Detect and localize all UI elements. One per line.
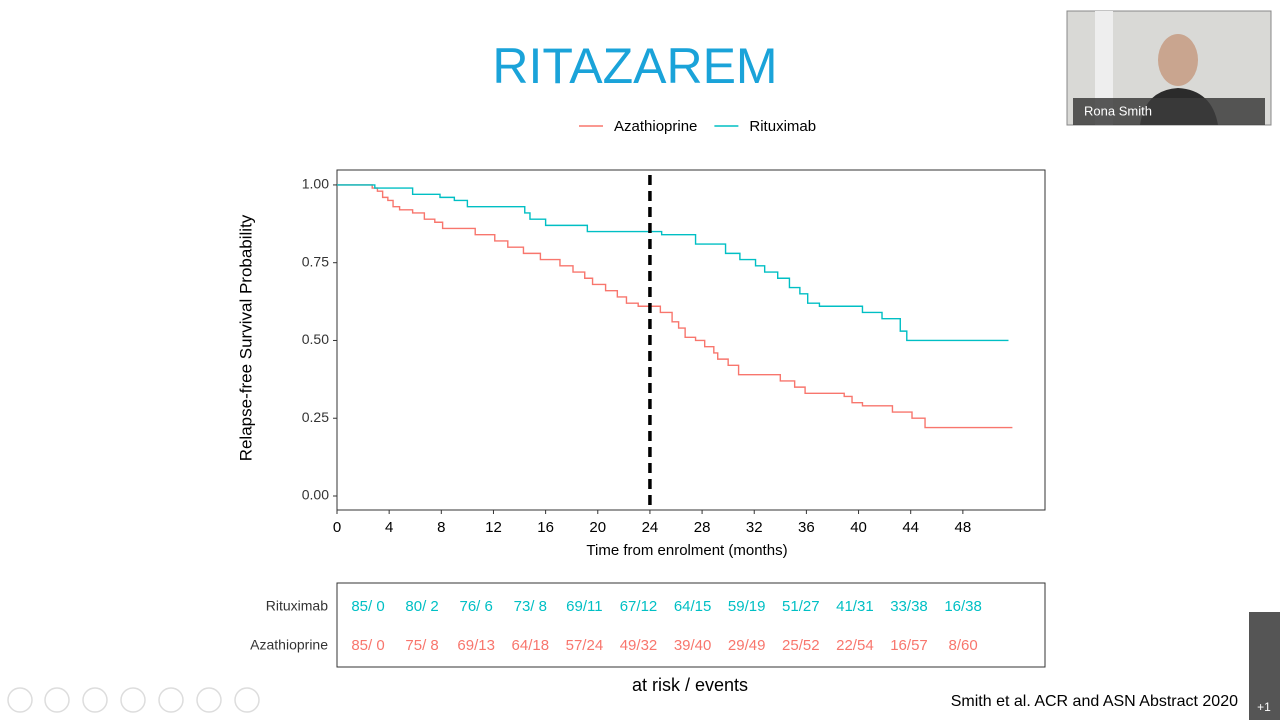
- risk-row-name: Rituximab: [266, 598, 328, 614]
- survival-curve: [337, 184, 1013, 429]
- x-tick-label: 4: [385, 519, 393, 536]
- legend-label: Rituximab: [749, 118, 816, 135]
- risk-cell: 73/ 8: [514, 598, 547, 615]
- badge: +1: [1257, 700, 1271, 714]
- video-bg: [1095, 11, 1113, 125]
- risk-cell: 76/ 6: [460, 598, 493, 615]
- risk-cell: 69/13: [457, 637, 495, 654]
- risk-cell: 57/24: [566, 637, 604, 654]
- chart-title: RITAZAREM: [492, 38, 777, 94]
- risk-cell: 49/32: [620, 637, 658, 654]
- risk-cell: 67/12: [620, 598, 658, 615]
- zoom-button[interactable]: [158, 687, 184, 713]
- x-tick-label: 32: [746, 519, 763, 536]
- x-tick-label: 0: [333, 519, 341, 536]
- risk-cell: 85/ 0: [351, 637, 384, 654]
- risk-cell: 22/54: [836, 637, 874, 654]
- citation: Smith et al. ACR and ASN Abstract 2020: [951, 693, 1238, 710]
- video-face: [1158, 34, 1198, 86]
- risk-table-caption: at risk / events: [632, 675, 748, 695]
- risk-table-frame: [336, 582, 1046, 668]
- next-button[interactable]: [44, 687, 70, 713]
- x-tick-label: 16: [537, 519, 554, 536]
- x-tick-label: 28: [694, 519, 711, 536]
- risk-cell: 64/15: [674, 598, 712, 615]
- y-tick-label: 0.25: [302, 409, 329, 425]
- y-tick-label: 0.75: [302, 253, 329, 269]
- risk-cell: 25/52: [782, 637, 820, 654]
- subtitle-button[interactable]: [196, 687, 222, 713]
- x-tick-label: 44: [902, 519, 919, 536]
- x-axis-label: Time from enrolment (months): [586, 542, 787, 559]
- risk-cell: 51/27: [782, 598, 820, 615]
- risk-cell: 59/19: [728, 598, 766, 615]
- name-bar: [1073, 98, 1265, 125]
- risk-cell: 69/11: [566, 598, 602, 615]
- x-tick-label: 24: [642, 519, 659, 536]
- risk-cell: 75/ 8: [405, 637, 438, 654]
- side-panel[interactable]: [1249, 612, 1280, 720]
- risk-row-name: Azathioprine: [250, 637, 328, 653]
- legend-label: Azathioprine: [614, 118, 697, 135]
- risk-cell: 39/40: [674, 637, 712, 654]
- risk-cell: 80/ 2: [405, 598, 438, 615]
- risk-cell: 16/38: [944, 598, 982, 615]
- risk-cell: 29/49: [728, 637, 766, 654]
- y-tick-label: 1.00: [302, 176, 329, 192]
- slide-controls: [7, 687, 260, 713]
- risk-cell: 64/18: [512, 637, 550, 654]
- video-tile: Rona Smith: [1066, 10, 1272, 126]
- y-axis-label: Relapse-free Survival Probability: [236, 214, 255, 461]
- risk-cell: 16/57: [890, 637, 928, 654]
- x-tick-label: 40: [850, 519, 867, 536]
- y-tick-label: 0.00: [302, 487, 329, 503]
- survival-curve: [337, 184, 1009, 342]
- risk-cell: 33/38: [890, 598, 928, 615]
- x-tick-label: 48: [955, 519, 972, 536]
- prev-button[interactable]: [7, 687, 33, 713]
- x-tick-label: 36: [798, 519, 815, 536]
- x-tick-label: 20: [589, 519, 606, 536]
- risk-cell: 85/ 0: [351, 598, 384, 615]
- more-button[interactable]: [234, 687, 260, 713]
- risk-cell: 8/60: [948, 637, 977, 654]
- y-tick-label: 0.50: [302, 331, 329, 347]
- slides-button[interactable]: [120, 687, 146, 713]
- video-name: Rona Smith: [1084, 103, 1152, 118]
- x-tick-label: 12: [485, 519, 502, 536]
- x-tick-label: 8: [437, 519, 445, 536]
- risk-cell: 41/31: [836, 598, 874, 615]
- pen-button[interactable]: [82, 687, 108, 713]
